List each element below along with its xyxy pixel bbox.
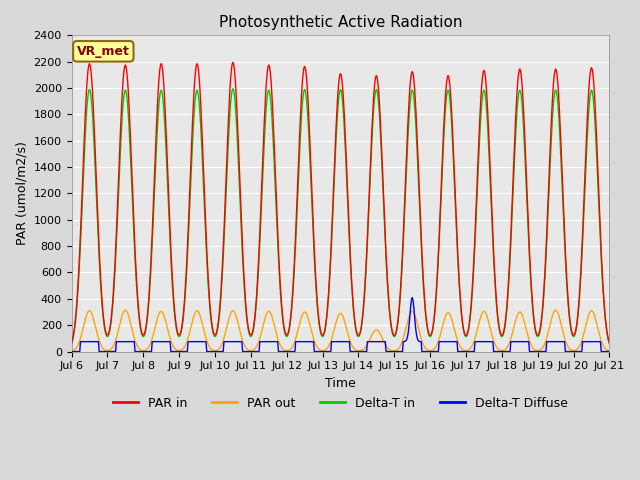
Title: Photosynthetic Active Radiation: Photosynthetic Active Radiation bbox=[219, 15, 462, 30]
Y-axis label: PAR (umol/m2/s): PAR (umol/m2/s) bbox=[15, 142, 28, 245]
Legend: PAR in, PAR out, Delta-T in, Delta-T Diffuse: PAR in, PAR out, Delta-T in, Delta-T Dif… bbox=[108, 392, 573, 415]
Text: VR_met: VR_met bbox=[77, 45, 130, 58]
X-axis label: Time: Time bbox=[325, 377, 356, 390]
